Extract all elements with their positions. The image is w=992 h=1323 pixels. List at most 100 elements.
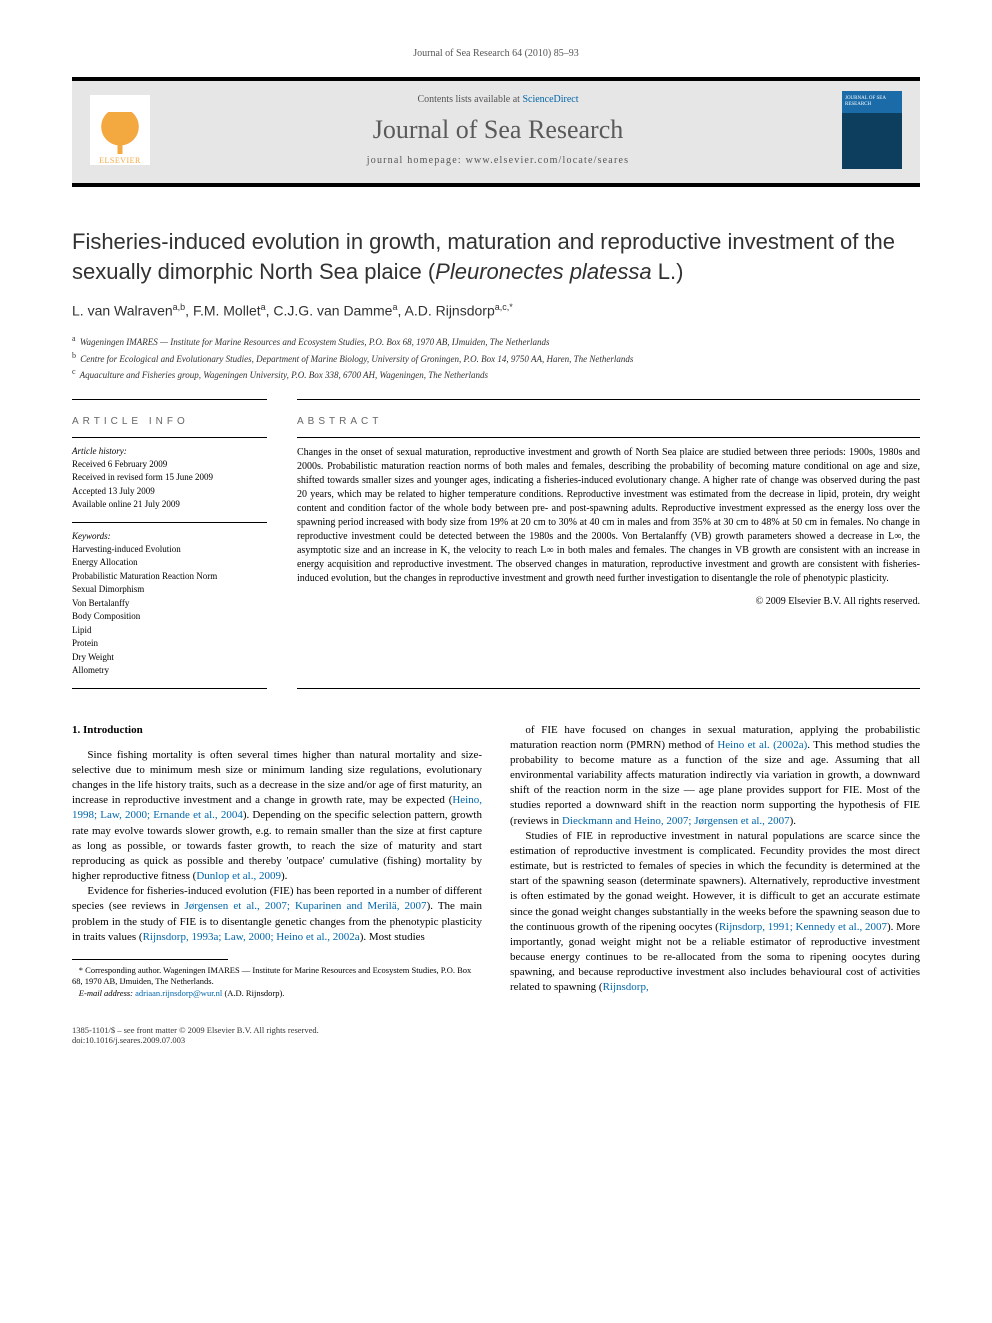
- keywords-list: Harvesting-induced Evolution Energy Allo…: [72, 543, 267, 678]
- email-who: (A.D. Rijnsdorp).: [224, 988, 284, 998]
- title-tail: L.): [652, 259, 684, 284]
- cite-rijnsdorp-1991[interactable]: Rijnsdorp, 1991; Kennedy et al., 2007: [719, 921, 887, 933]
- abstract-text: Changes in the onset of sexual maturatio…: [297, 446, 920, 586]
- aff-c-key: c: [72, 367, 76, 376]
- section-1-label: Introduction: [83, 724, 143, 736]
- info-rule-1: [72, 437, 267, 438]
- authors-line: L. van Walravena,b, F.M. Molleta, C.J.G.…: [72, 302, 920, 319]
- author-0: L. van Walraven: [72, 303, 173, 319]
- affiliations: a Wageningen IMARES — Institute for Mari…: [72, 333, 920, 383]
- title-species-italic: Pleuronectes platessa: [435, 259, 651, 284]
- p1c: ).: [281, 870, 287, 882]
- footnote-rule: [72, 959, 228, 960]
- aff-c-text: Aquaculture and Fisheries group, Wagenin…: [80, 370, 488, 380]
- abstract-column: abstract Changes in the onset of sexual …: [297, 416, 920, 678]
- affiliation-c: c Aquaculture and Fisheries group, Wagen…: [72, 366, 920, 383]
- abstract-copyright: © 2009 Elsevier B.V. All rights reserved…: [297, 596, 920, 607]
- homepage-prefix: journal homepage:: [367, 155, 466, 166]
- info-top-rule: [72, 399, 267, 400]
- journal-banner: ELSEVIER Contents lists available at Sci…: [72, 81, 920, 183]
- kw-7: Protein: [72, 637, 267, 651]
- page-footer: 1385-1101/$ – see front matter © 2009 El…: [72, 1025, 920, 1045]
- contents-prefix: Contents lists available at: [417, 94, 522, 105]
- history-2: Accepted 13 July 2009: [72, 485, 267, 499]
- affiliation-a: a Wageningen IMARES — Institute for Mari…: [72, 333, 920, 350]
- article-info-heading: article info: [72, 416, 267, 427]
- p2c: ). Most studies: [360, 931, 425, 943]
- elsevier-logo: ELSEVIER: [90, 95, 150, 165]
- sciencedirect-link[interactable]: ScienceDirect: [522, 94, 578, 105]
- author-2: C.J.G. van Damme: [273, 303, 392, 319]
- cite-dunlop-2009[interactable]: Dunlop et al., 2009: [196, 870, 281, 882]
- footnote-block: * Corresponding author. Wageningen IMARE…: [72, 959, 482, 999]
- journal-name: Journal of Sea Research: [166, 115, 830, 145]
- kw-2: Probabilistic Maturation Reaction Norm: [72, 570, 267, 584]
- abstract-top-rule: [297, 399, 920, 400]
- history-block: Received 6 February 2009 Received in rev…: [72, 458, 267, 512]
- contents-available-line: Contents lists available at ScienceDirec…: [166, 94, 830, 105]
- aff-b-text: Centre for Ecological and Evolutionary S…: [80, 354, 633, 364]
- kw-5: Body Composition: [72, 610, 267, 624]
- p3b: . This method studies the probability to…: [510, 739, 920, 827]
- aff-a-key: a: [72, 334, 76, 343]
- para-2: Evidence for fisheries-induced evolution…: [72, 884, 482, 945]
- para-3: of FIE have focused on changes in sexual…: [510, 723, 920, 829]
- cite-jorgensen-2007[interactable]: Jørgensen et al., 2007; Kuparinen and Me…: [185, 900, 427, 912]
- history-3: Available online 21 July 2009: [72, 498, 267, 512]
- para-4: Studies of FIE in reproductive investmen…: [510, 829, 920, 996]
- corresponding-author: * Corresponding author. Wageningen IMARE…: [72, 965, 482, 988]
- author-3-sup: a,c,*: [495, 302, 513, 312]
- article-info-column: article info Article history: Received 6…: [72, 416, 267, 678]
- kw-4: Von Bertalanffy: [72, 597, 267, 611]
- author-1-sup: a: [261, 302, 266, 312]
- p4a: Studies of FIE in reproductive investmen…: [510, 830, 920, 933]
- kw-1: Energy Allocation: [72, 556, 267, 570]
- section-1-number: 1.: [72, 724, 80, 736]
- author-1: F.M. Mollet: [193, 303, 261, 319]
- cite-dieckmann-2007[interactable]: Dieckmann and Heino, 2007; Jørgensen et …: [562, 815, 790, 827]
- homepage-url: www.elsevier.com/locate/seares: [466, 155, 630, 166]
- bottom-black-bar: [72, 183, 920, 187]
- kw-3: Sexual Dimorphism: [72, 583, 267, 597]
- history-1: Received in revised form 15 June 2009: [72, 471, 267, 485]
- journal-homepage-line: journal homepage: www.elsevier.com/locat…: [166, 155, 830, 166]
- kw-6: Lipid: [72, 624, 267, 638]
- cite-rijnsdorp-trailing[interactable]: Rijnsdorp,: [603, 981, 649, 993]
- journal-cover-thumbnail: JOURNAL OF SEA RESEARCH: [842, 91, 902, 169]
- footer-doi-line: doi:10.1016/j.seares.2009.07.003: [72, 1035, 319, 1045]
- running-head: Journal of Sea Research 64 (2010) 85–93: [72, 48, 920, 59]
- abstract-bottom-rule: [297, 688, 920, 689]
- footer-left: 1385-1101/$ – see front matter © 2009 El…: [72, 1025, 319, 1045]
- email-link[interactable]: adriaan.rijnsdorp@wur.nl: [135, 988, 222, 998]
- keywords-label: Keywords:: [72, 531, 267, 541]
- cover-text: JOURNAL OF SEA RESEARCH: [845, 96, 899, 107]
- author-2-sup: a: [392, 302, 397, 312]
- cite-heino-2002a[interactable]: Heino et al. (2002a): [717, 739, 807, 751]
- p3c: ).: [790, 815, 796, 827]
- section-1-title: 1. Introduction: [72, 723, 482, 738]
- history-0: Received 6 February 2009: [72, 458, 267, 472]
- aff-b-key: b: [72, 351, 76, 360]
- cite-rijnsdorp-1993[interactable]: Rijnsdorp, 1993a; Law, 2000; Heino et al…: [143, 931, 360, 943]
- elsevier-text: ELSEVIER: [99, 156, 141, 165]
- info-rule-2: [72, 522, 267, 523]
- info-bottom-rule: [72, 688, 267, 689]
- abstract-heading: abstract: [297, 416, 920, 427]
- author-0-sup: a,b: [173, 302, 186, 312]
- email-line: E-mail address: adriaan.rijnsdorp@wur.nl…: [72, 988, 482, 999]
- kw-8: Dry Weight: [72, 651, 267, 665]
- article-title: Fisheries-induced evolution in growth, m…: [72, 227, 920, 286]
- aff-a-text: Wageningen IMARES — Institute for Marine…: [80, 337, 550, 347]
- abstract-rule: [297, 437, 920, 438]
- history-label: Article history:: [72, 446, 267, 456]
- para-1: Since fishing mortality is often several…: [72, 748, 482, 885]
- email-label: E-mail address:: [79, 988, 133, 998]
- elsevier-tree-icon: [100, 112, 140, 154]
- footer-issn-line: 1385-1101/$ – see front matter © 2009 El…: [72, 1025, 319, 1035]
- banner-center: Contents lists available at ScienceDirec…: [166, 94, 830, 166]
- body-text-columns: 1. Introduction Since fishing mortality …: [72, 723, 920, 1000]
- kw-0: Harvesting-induced Evolution: [72, 543, 267, 557]
- affiliation-b: b Centre for Ecological and Evolutionary…: [72, 350, 920, 367]
- author-3: A.D. Rijnsdorp: [404, 303, 494, 319]
- kw-9: Allometry: [72, 664, 267, 678]
